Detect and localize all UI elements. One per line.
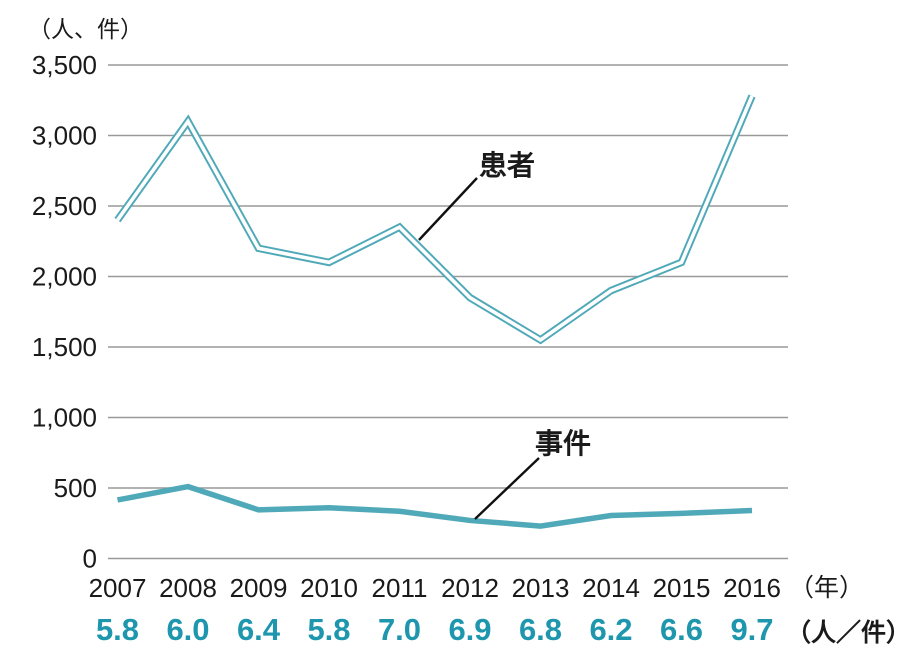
- y-axis-tick-label: 3,500: [32, 50, 97, 80]
- ratio-unit-label: （人／件）: [786, 618, 900, 647]
- y-axis-title: （人、件）: [28, 16, 143, 42]
- y-axis-tick-label: 500: [54, 473, 97, 503]
- ratio-value-label: 6.2: [589, 612, 632, 647]
- incidents-series-label: 事件: [535, 428, 591, 459]
- ratio-value-label: 6.9: [448, 612, 491, 647]
- y-axis-tick-label: 1,000: [32, 403, 97, 433]
- patients-line-highlight: [116, 95, 754, 343]
- ratio-value-label: 5.8: [96, 612, 139, 647]
- incidents-line: [116, 483, 753, 529]
- x-axis-unit-label: （年）: [789, 574, 864, 602]
- x-axis-labels-layer: 2007 2008 2009 2010 2011 2012 2013 2014 2015 2016: [89, 573, 781, 603]
- x-axis-year-label: 2016: [723, 573, 781, 603]
- x-axis-year-label: 2014: [582, 573, 640, 603]
- incidents-callout-line: [474, 457, 540, 520]
- y-axis-tick-label: 1,500: [32, 332, 97, 362]
- ratio-value-label: 6.4: [237, 612, 281, 647]
- ratio-value-label: 9.7: [730, 612, 773, 647]
- x-axis-year-label: 2010: [300, 573, 358, 603]
- y-axis-tick-label: 3,000: [32, 121, 97, 151]
- x-axis-year-label: 2011: [372, 573, 428, 603]
- x-axis-year-label: 2008: [159, 573, 217, 603]
- x-axis-year-label: 2013: [512, 573, 570, 603]
- patients-callout-line: [418, 177, 478, 241]
- x-axis-year-label: 2012: [441, 573, 499, 603]
- ratio-value-label: 6.0: [166, 612, 209, 647]
- y-axis-tick-label: 2,000: [32, 262, 97, 292]
- x-axis-year-label: 2009: [230, 573, 288, 603]
- x-axis-year-label: 2007: [89, 573, 147, 603]
- ratio-value-label: 6.6: [660, 612, 703, 647]
- ratio-value-label: 6.8: [519, 612, 562, 647]
- ratio-value-label: 5.8: [307, 612, 350, 647]
- series-layer: [114, 94, 756, 529]
- patients-series-label: 患者: [479, 150, 535, 181]
- patients-line: [114, 94, 756, 345]
- y-axis-tick-label: 0: [83, 544, 97, 574]
- ratio-value-label: 7.0: [378, 612, 421, 647]
- y-axis-tick-label: 2,500: [32, 191, 97, 221]
- x-axis-year-label: 2015: [653, 573, 711, 603]
- ratio-labels-layer: 5.8 6.0 6.4 5.8 7.0 6.9 6.8 6.2 6.6 9.7: [96, 612, 774, 647]
